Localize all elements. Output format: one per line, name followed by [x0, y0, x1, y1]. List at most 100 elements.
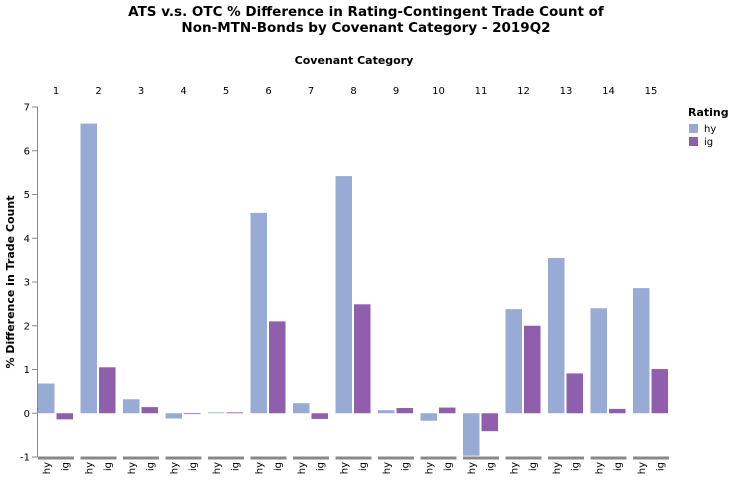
x-tick-label: ig — [443, 462, 454, 471]
legend-label-ig: ig — [704, 137, 713, 148]
x-tick-label: hy — [594, 462, 605, 474]
y-tick-label: 6 — [24, 146, 30, 157]
bar-hy-5 — [208, 412, 225, 414]
bar-ig-6 — [269, 321, 286, 414]
facet-label: 11 — [475, 86, 488, 97]
y-axis-title: % Difference in Trade Count — [4, 196, 17, 369]
bar-ig-14 — [609, 408, 626, 414]
y-axis: -1 0 1 2 3 4 5 6 7 — [20, 103, 38, 464]
bar-hy-9 — [378, 410, 395, 414]
facet-10: 10 hy ig — [420, 86, 457, 474]
x-tick-label: hy — [467, 462, 478, 474]
x-tick-label: ig — [273, 462, 284, 471]
facet-14: 14 hy ig — [590, 86, 627, 474]
bar-hy-3 — [123, 399, 140, 414]
facet-4: 4 hy ig — [165, 86, 202, 474]
facet-7: 7 hy ig — [293, 86, 329, 474]
facet-label: 2 — [95, 86, 101, 97]
facet-label: 12 — [517, 86, 530, 97]
x-tick-label: hy — [84, 462, 95, 474]
bar-hy-10 — [420, 413, 437, 421]
x-tick-label: ig — [230, 462, 241, 471]
bar-ig-9 — [396, 408, 413, 414]
facet-1: 1 hy ig — [38, 86, 74, 474]
y-tick-label: 2 — [24, 321, 30, 332]
bar-hy-12 — [505, 309, 522, 414]
chart-title-line-1: ATS v.s. OTC % Difference in Rating-Cont… — [128, 4, 604, 20]
x-tick-label: hy — [127, 462, 138, 474]
bar-hy-13 — [548, 257, 565, 414]
x-tick-label: ig — [358, 462, 369, 471]
bar-hy-14 — [590, 308, 607, 414]
x-tick-label: hy — [42, 462, 53, 474]
x-tick-label: hy — [254, 462, 265, 474]
bar-ig-15 — [651, 369, 668, 414]
bar-hy-15 — [633, 288, 650, 414]
bar-hy-6 — [250, 212, 267, 414]
facet-5: 5 hy ig — [208, 86, 244, 474]
legend-swatch-ig — [689, 137, 698, 146]
facet-label: 6 — [265, 86, 271, 97]
x-tick-label: ig — [400, 462, 411, 471]
x-tick-label: hy — [424, 462, 435, 474]
x-tick-label: hy — [637, 462, 648, 474]
y-tick-label: 1 — [24, 365, 30, 376]
bar-hy-8 — [335, 176, 352, 414]
x-tick-label: ig — [60, 462, 71, 471]
legend-label-hy: hy — [704, 124, 716, 135]
legend-swatch-hy — [689, 124, 698, 133]
facet-label: 14 — [602, 86, 615, 97]
bar-ig-13 — [566, 373, 583, 414]
facet-label: 3 — [138, 86, 144, 97]
bar-hy-2 — [80, 123, 97, 414]
facet-label: 15 — [645, 86, 658, 97]
bar-ig-5 — [226, 412, 243, 414]
bar-ig-1 — [56, 413, 73, 420]
bar-ig-3 — [141, 407, 158, 414]
x-tick-label: ig — [528, 462, 539, 471]
bar-hy-1 — [38, 383, 55, 414]
bar-ig-12 — [524, 325, 541, 414]
facet-label: 4 — [180, 86, 186, 97]
facet-label: 1 — [53, 86, 59, 97]
facet-label: 13 — [560, 86, 573, 97]
x-tick-label: hy — [297, 462, 308, 474]
x-tick-label: ig — [485, 462, 496, 471]
x-tick-label: hy — [339, 462, 350, 474]
bar-ig-4 — [184, 413, 201, 415]
facet-label: 10 — [432, 86, 445, 97]
x-tick-label: hy — [382, 462, 393, 474]
facet-2: 2 hy ig — [80, 86, 117, 474]
bar-ig-11 — [481, 413, 498, 432]
facet-13: 13 hy ig — [548, 86, 584, 474]
x-tick-label: ig — [145, 462, 156, 471]
bar-ig-7 — [311, 413, 328, 419]
x-tick-label: hy — [169, 462, 180, 474]
y-tick-label: -1 — [20, 453, 30, 464]
facet-12: 12 hy ig — [505, 86, 542, 474]
x-tick-label: hy — [212, 462, 223, 474]
facet-label: 7 — [308, 86, 314, 97]
facet-8: 8 hy ig — [335, 86, 372, 474]
y-tick-label: 0 — [24, 409, 30, 420]
facet-6: 6 hy ig — [250, 86, 287, 474]
bar-hy-4 — [165, 413, 182, 419]
legend-title: Rating — [688, 106, 729, 119]
y-tick-label: 4 — [24, 234, 30, 245]
chart-title-line-2: Non-MTN-Bonds by Covenant Category - 201… — [181, 20, 550, 36]
facet-label: 5 — [223, 86, 229, 97]
facet-label: 9 — [393, 86, 399, 97]
y-tick-label: 3 — [24, 278, 30, 289]
x-tick-label: hy — [552, 462, 563, 474]
x-tick-label: ig — [188, 462, 199, 471]
y-tick-label: 7 — [24, 103, 30, 114]
x-tick-label: ig — [613, 462, 624, 471]
y-tick-label: 5 — [24, 190, 30, 201]
facet-3: 3 hy ig — [123, 86, 159, 474]
facet-9: 9 hy ig — [378, 86, 414, 474]
x-tick-label: hy — [509, 462, 520, 474]
bar-hy-7 — [293, 403, 310, 414]
facet-header: Covenant Category — [295, 54, 414, 67]
